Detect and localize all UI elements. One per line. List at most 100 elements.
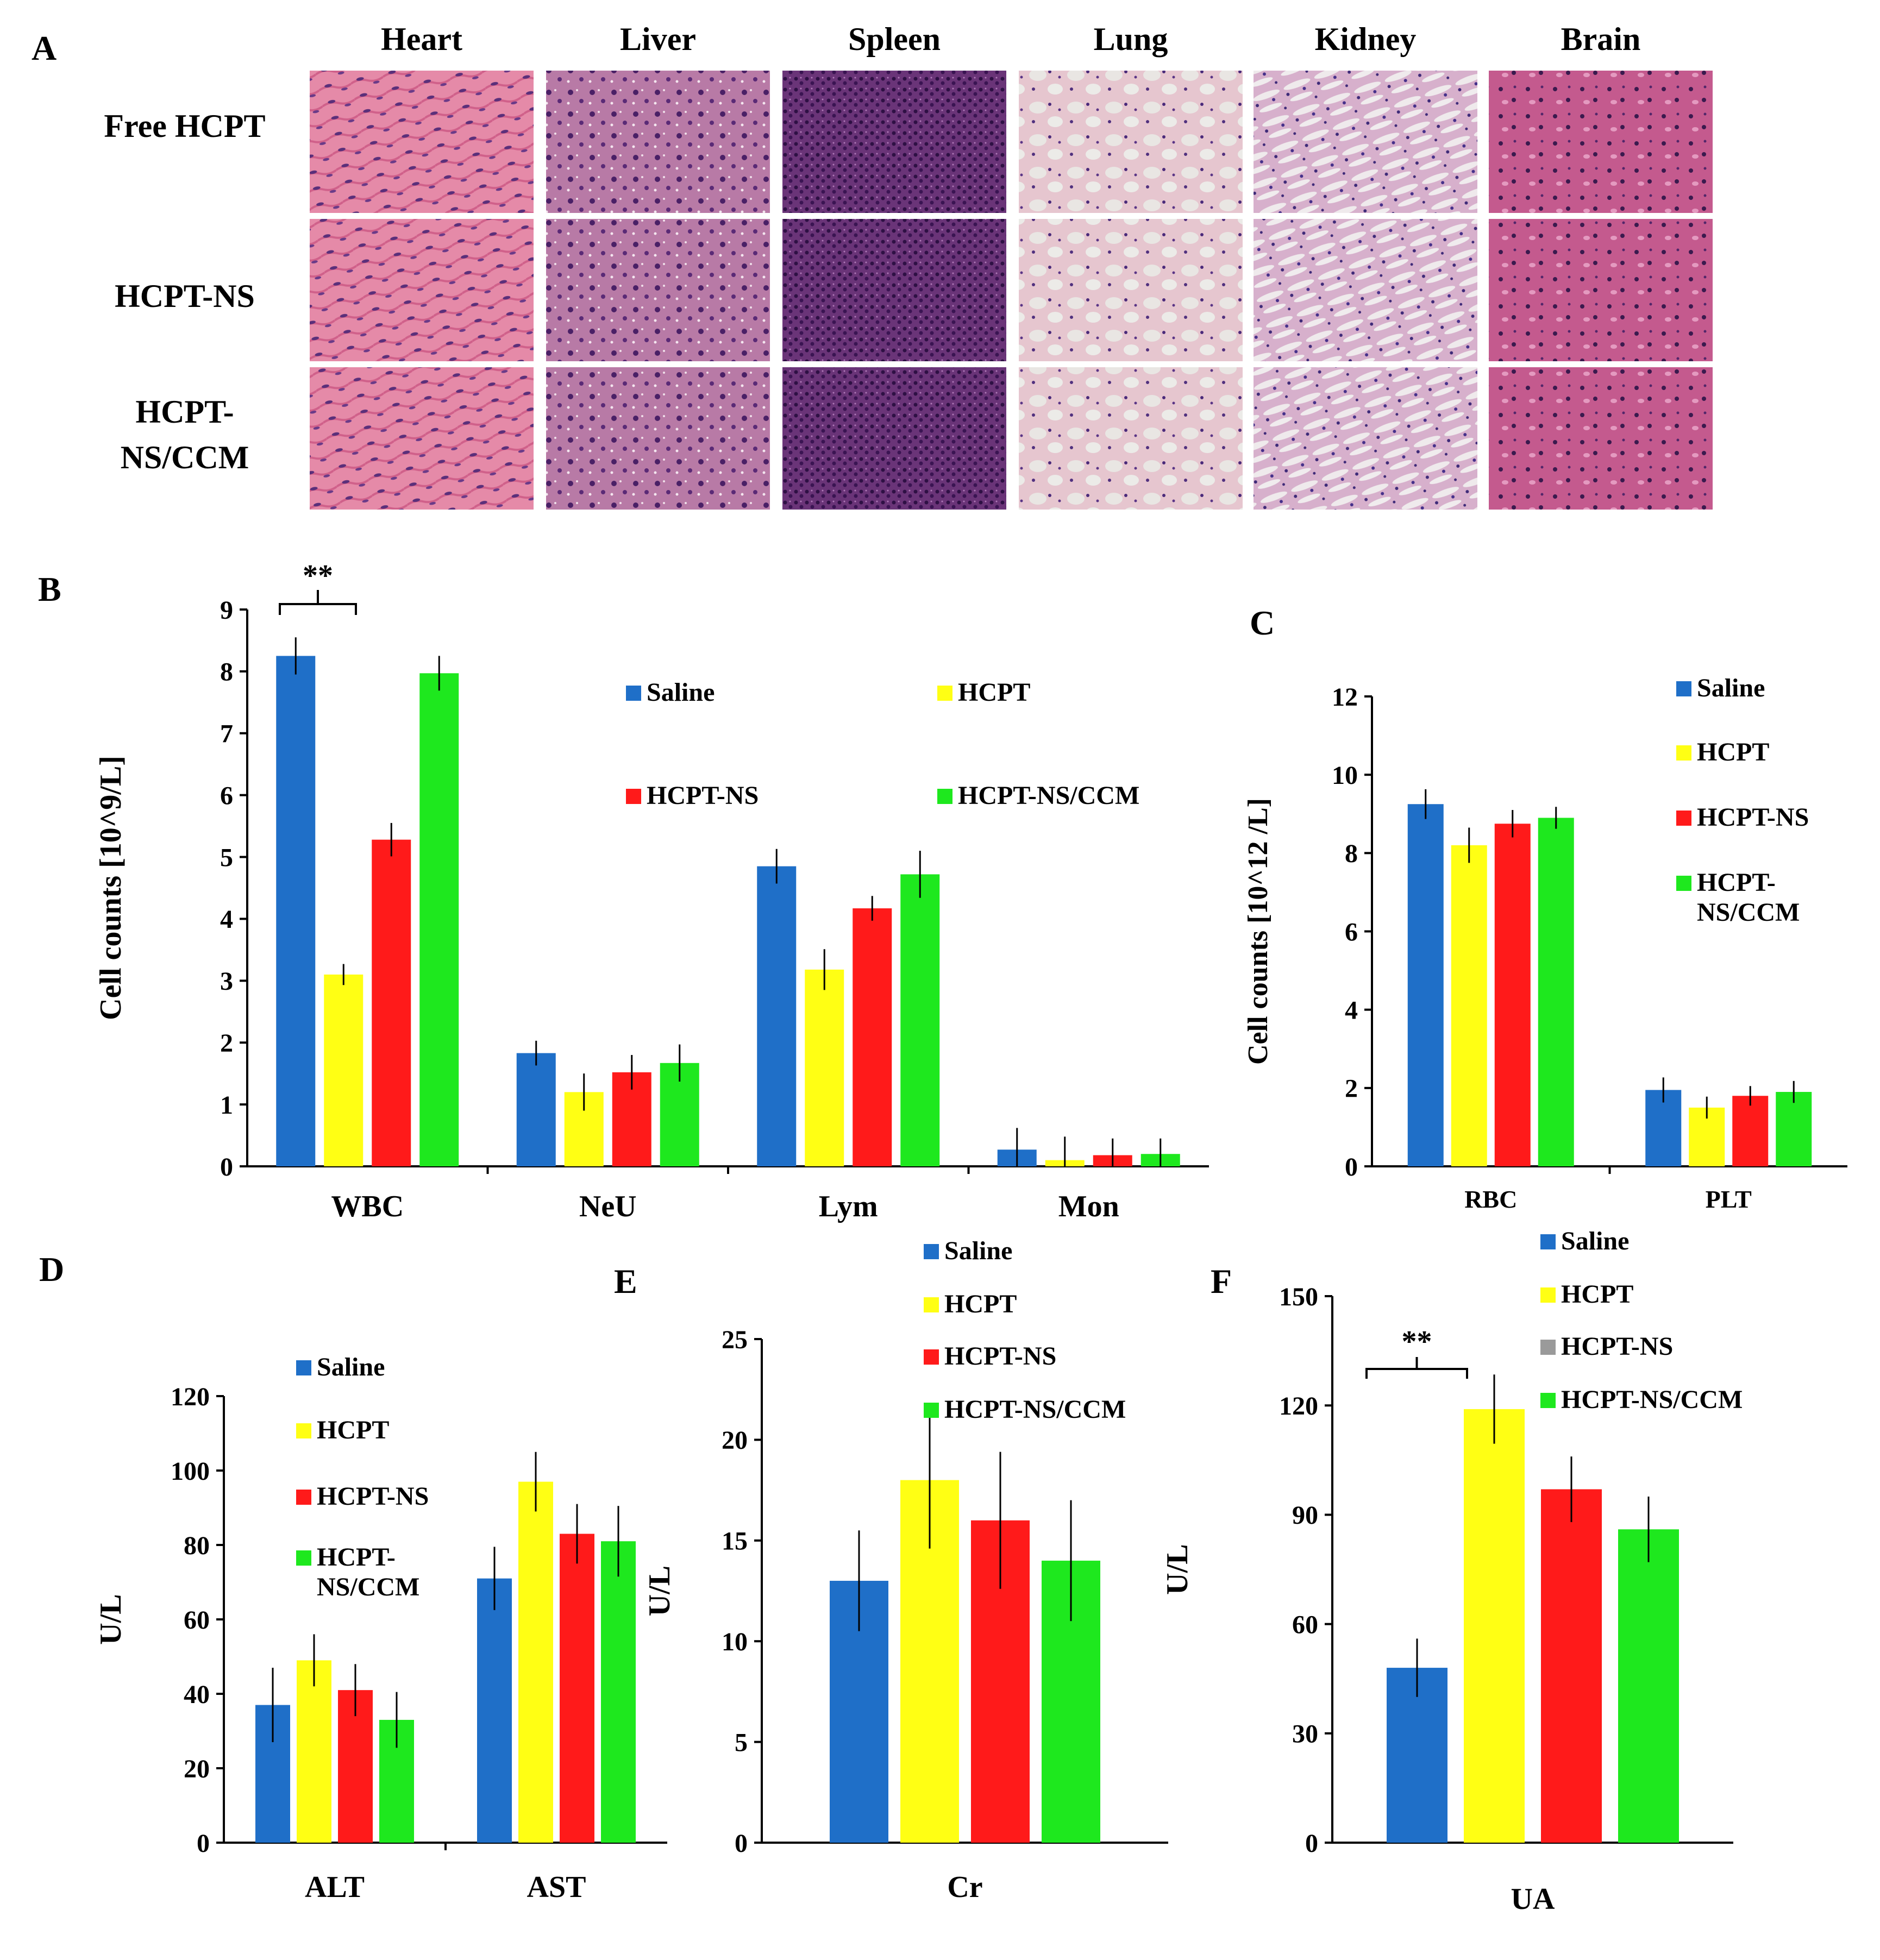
histology-image-lung [1019, 71, 1243, 213]
bar-hcpt-ns-ast [560, 1534, 594, 1843]
y-axis-label: U/L [1161, 1544, 1194, 1594]
y-tick-label: 0 [1305, 1829, 1318, 1858]
y-tick-label: 0 [735, 1829, 748, 1858]
y-tick-label: 6 [1345, 918, 1358, 946]
y-tick-label: 30 [1292, 1720, 1318, 1749]
legend-swatch [626, 789, 641, 804]
histology-image-spleen [782, 219, 1006, 361]
treatment-row-label-line: HCPT- [135, 394, 234, 430]
bar-saline-rbc [1407, 804, 1444, 1166]
legend-swatch [924, 1297, 939, 1312]
y-tick-label: 25 [722, 1325, 748, 1354]
organ-header-lung: Lung [1093, 21, 1168, 57]
legend-swatch [1540, 1393, 1556, 1408]
legend-label: HCPT-NS [1697, 803, 1809, 832]
panel-a-label: A [32, 29, 57, 67]
legend-label: HCPT [317, 1416, 389, 1444]
histology-image-brain [1489, 71, 1713, 213]
x-category-label: Mon [1058, 1190, 1119, 1223]
histology-image-lung [1019, 367, 1243, 510]
histology-image-liver [546, 71, 770, 213]
panel-b-label: B [38, 570, 61, 608]
bar-hcpt-ns-ccm-wbc [419, 673, 459, 1166]
y-tick-label: 100 [171, 1457, 210, 1486]
chart-B: 0 1 2 3 4 5 6 7 8 9 Cell counts [10^9/L] WBC NeU Lym M… [94, 559, 1209, 1223]
legend-label: HCPT-NS/CCM [944, 1395, 1126, 1424]
y-tick-label: 20 [722, 1426, 748, 1455]
bar-hcpt-wbc [324, 974, 364, 1166]
legend-label: HCPT [1561, 1280, 1633, 1309]
legend-swatch [937, 686, 952, 701]
y-axis-label: U/L [643, 1566, 676, 1616]
chart-D: 0 20 40 60 80 100 120 U/L ALT AST Saline HCPT HCPT-N… [94, 1353, 667, 1904]
legend-label: HCPT-NS/CCM [1561, 1385, 1743, 1414]
significance-label: ** [303, 559, 333, 593]
legend-label: HCPT [1697, 738, 1769, 767]
legend-label: HCPT-NS [944, 1342, 1056, 1371]
treatment-row-label-line: NS/CCM [120, 439, 249, 475]
bar-hcpt-ns-rbc [1494, 824, 1531, 1166]
x-category-label: PLT [1706, 1185, 1752, 1213]
bar-hcpt-ns-wbc [372, 839, 411, 1166]
legend-label: HCPT- [317, 1543, 396, 1572]
y-axis-label: Cell counts [10^12 /L] [1243, 798, 1274, 1065]
significance-bracket [1365, 1357, 1468, 1379]
x-category-label: Lym [819, 1190, 878, 1223]
legend-label: Saline [944, 1236, 1012, 1265]
legend-label: Saline [1697, 674, 1765, 702]
organ-header-brain: Brain [1561, 21, 1641, 57]
bar-hcpt-lym [805, 969, 844, 1166]
bar-saline-neu [516, 1053, 556, 1166]
legend-label: HCPT [944, 1290, 1017, 1318]
legend-swatch [626, 686, 641, 701]
legend-label: Saline [647, 678, 715, 707]
legend-label: HCPT-NS [647, 781, 759, 810]
y-tick-label: 20 [184, 1755, 210, 1783]
y-tick-label: 6 [220, 781, 233, 810]
y-tick-label: 7 [220, 720, 233, 749]
bar-hcpt-ns-lym [853, 908, 892, 1166]
bar-saline-lym [757, 866, 797, 1166]
bar-saline-wbc [276, 656, 316, 1166]
panel-d-label: D [39, 1250, 65, 1289]
histology-image-liver [546, 219, 770, 361]
legend-label: Saline [1561, 1227, 1629, 1255]
treatment-row-label: Free HCPT [82, 103, 288, 149]
y-tick-label: 4 [1345, 996, 1358, 1025]
y-axis-label: Cell counts [10^9/L] [94, 756, 128, 1020]
legend-swatch [924, 1403, 939, 1418]
y-axis-label: U/L [94, 1594, 128, 1644]
histology-image-spleen [782, 367, 1006, 510]
y-tick-label: 150 [1279, 1283, 1318, 1311]
y-tick-label: 15 [722, 1527, 748, 1556]
organ-header-heart: Heart [381, 21, 462, 57]
histology-image-heart [310, 71, 534, 213]
y-tick-label: 5 [220, 843, 233, 872]
histology-image-liver [546, 367, 770, 510]
bar-hcpt-rbc [1451, 845, 1487, 1166]
x-category-label: RBC [1464, 1185, 1517, 1213]
treatment-row-label: HCPT- NS/CCM [82, 389, 288, 480]
chart-E: 0 5 10 15 20 25 U/L Cr Saline HCPT HCPT-NS HCPT-NS/… [643, 1236, 1168, 1904]
panel-e-label: E [614, 1262, 637, 1301]
treatment-row-label: HCPT-NS [82, 273, 288, 319]
legend-swatch [1676, 681, 1691, 696]
histology-image-brain [1489, 367, 1713, 510]
panel-f-label: F [1211, 1262, 1232, 1301]
y-tick-label: 8 [220, 658, 233, 687]
legend-swatch [937, 789, 952, 804]
bar-hcpt-ast [518, 1481, 553, 1843]
y-tick-label: 90 [1292, 1501, 1318, 1530]
y-tick-label: 2 [220, 1029, 233, 1058]
organ-header-kidney: Kidney [1314, 21, 1417, 57]
y-tick-label: 1 [220, 1091, 233, 1120]
y-tick-label: 2 [1345, 1075, 1358, 1103]
histology-image-kidney [1254, 71, 1477, 213]
y-tick-label: 5 [735, 1728, 748, 1757]
legend-swatch [296, 1490, 311, 1505]
x-category-label: UA [1511, 1882, 1555, 1916]
y-tick-label: 10 [722, 1628, 748, 1656]
bar-saline-plt [1645, 1090, 1682, 1166]
y-tick-label: 40 [184, 1680, 210, 1709]
bar-hcpt-alt [297, 1660, 331, 1843]
